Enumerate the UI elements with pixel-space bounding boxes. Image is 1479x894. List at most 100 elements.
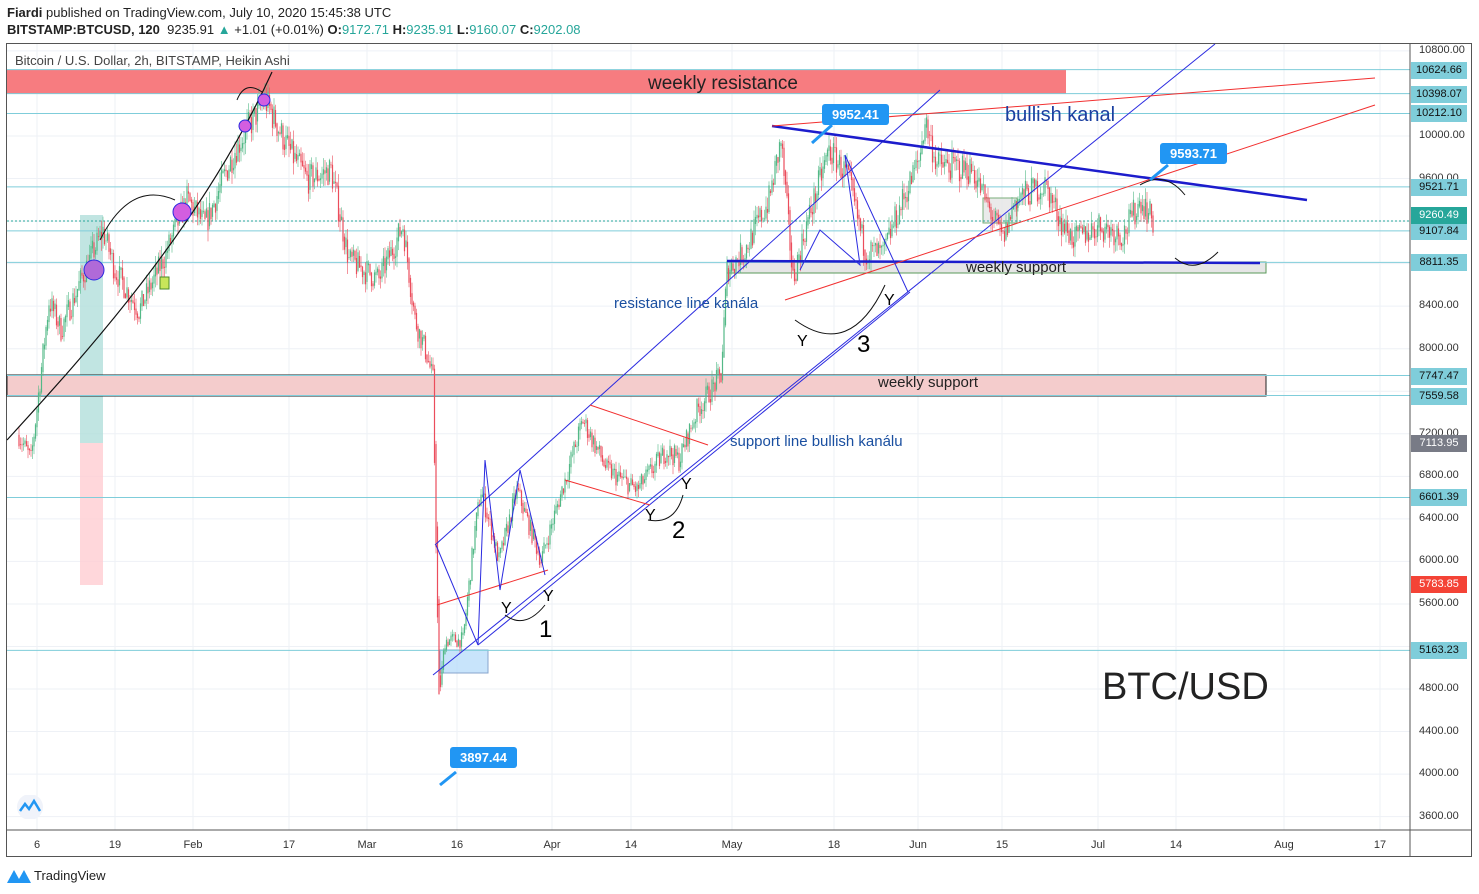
candle-body (93, 242, 95, 258)
candle-body (789, 210, 791, 251)
candle-body (19, 444, 22, 445)
weekly-support-lower-label: weekly support (878, 374, 979, 391)
candle-body (307, 174, 310, 194)
candle-body (450, 635, 452, 641)
candle-body (576, 446, 578, 447)
candle-body (94, 249, 97, 255)
candle-body (208, 203, 211, 227)
candle-body (823, 160, 826, 169)
candle-body (1048, 187, 1051, 208)
candle-body (841, 173, 844, 178)
left-pink-zone (80, 443, 103, 585)
candle-body (364, 272, 367, 285)
callout-high: 9952.41 (822, 104, 889, 125)
candle-body (688, 423, 691, 444)
price-level-tag: 10624.66 (1411, 61, 1467, 79)
candle-body (735, 257, 737, 272)
candle-body (582, 421, 584, 424)
candle-body (1135, 216, 1138, 221)
x-tick-label: Mar (357, 839, 377, 851)
candle-body (274, 109, 277, 127)
candle-body (811, 211, 814, 215)
candle-body (850, 172, 853, 181)
candles (18, 82, 1154, 695)
candle-body (940, 154, 943, 165)
candle-body (898, 205, 901, 224)
candle-body (1113, 230, 1115, 246)
candle-body (939, 154, 941, 156)
descending-resistance-line (771, 124, 1308, 202)
candle-body (586, 420, 589, 438)
candle-body (687, 433, 689, 447)
candle-body (652, 471, 655, 473)
candle-body (679, 461, 682, 468)
candle-body (651, 464, 653, 474)
candle-body (825, 155, 827, 162)
candle-body (951, 151, 953, 178)
candle-body (405, 240, 407, 247)
candle-body (72, 293, 74, 317)
wave-1-label: 1 (539, 616, 553, 643)
candle-body (595, 445, 598, 450)
candle-body (442, 650, 445, 670)
current-price-tag: 9260.49 (1411, 206, 1467, 224)
candle-body (670, 448, 673, 457)
candle-body (327, 168, 329, 186)
candle-body (220, 169, 223, 186)
candle-body (682, 444, 685, 448)
candle-body (972, 170, 974, 171)
candle-body (352, 249, 355, 256)
candle-body (690, 427, 692, 429)
candle-body (834, 147, 836, 148)
consolidation-box (439, 649, 489, 674)
candle-body (739, 242, 742, 266)
candle-body (714, 382, 716, 392)
candle-body (427, 361, 430, 362)
x-tick-label: May (721, 839, 743, 851)
wave-y-label: Y (884, 292, 895, 309)
candle-body (901, 189, 904, 210)
tradingview-logo-icon[interactable] (15, 795, 45, 819)
candle-body (214, 204, 217, 213)
candle-body (397, 223, 400, 242)
candle-body (322, 169, 325, 175)
candle-body (1108, 226, 1111, 238)
candle-body (1018, 198, 1021, 201)
candle-body (480, 494, 482, 506)
candle-body (1092, 226, 1094, 230)
candle-body (771, 180, 773, 193)
candle-body (627, 478, 629, 495)
candle-body (288, 135, 290, 146)
x-tick-label: 14 (1169, 839, 1183, 851)
candle-body (219, 184, 221, 193)
candle-body (709, 398, 712, 403)
candle-body (99, 230, 101, 237)
candle-body (886, 232, 889, 239)
candle-body (1033, 179, 1036, 188)
candle-body (904, 196, 907, 199)
candle-body (360, 265, 362, 267)
candle-body (603, 460, 605, 467)
candle-body (673, 445, 676, 464)
price-level-tag: 7747.47 (1411, 367, 1467, 385)
candle-body (430, 363, 433, 367)
candle-body (280, 123, 283, 134)
wave-3-label: 3 (857, 331, 871, 358)
candle-body (826, 149, 829, 157)
candle-body (241, 143, 244, 149)
candle-body (150, 282, 152, 290)
candle-body (1107, 224, 1109, 228)
x-tick-label: Jul (1090, 839, 1106, 851)
candle-body (37, 392, 40, 413)
candle-body (835, 147, 838, 173)
candle-body (552, 523, 554, 526)
candle-body (186, 186, 188, 213)
candle-body (1087, 232, 1090, 242)
candle-body (861, 224, 863, 229)
candle-body (468, 580, 470, 601)
candle-body (814, 193, 817, 203)
candle-body (726, 261, 728, 296)
candle-body (306, 170, 308, 176)
candle-body (1035, 179, 1037, 187)
